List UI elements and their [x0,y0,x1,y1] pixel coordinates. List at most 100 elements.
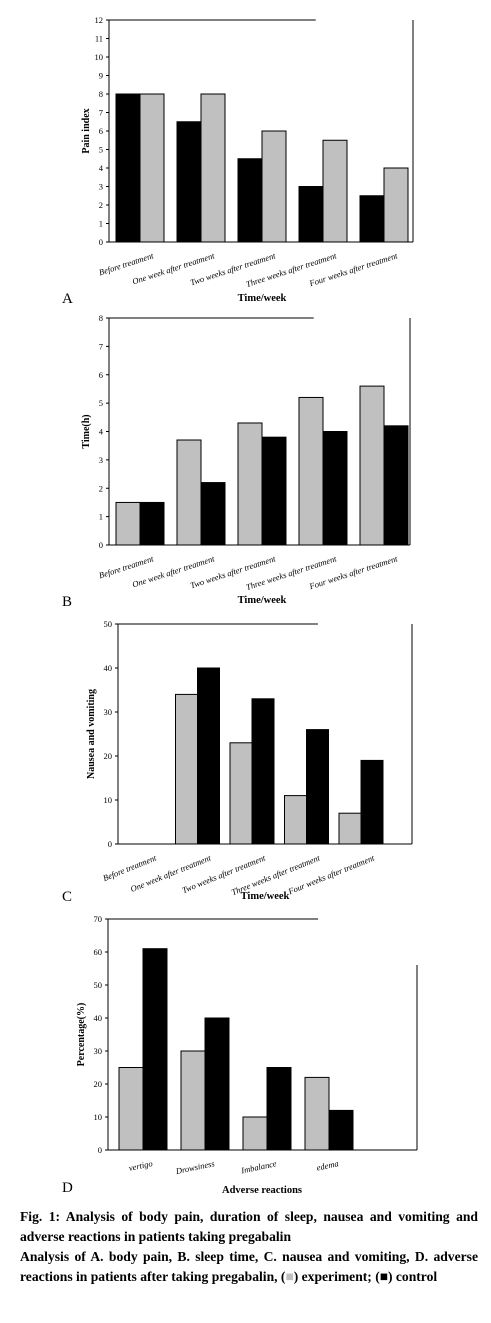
bar-one-week-after-treatment-s2 [197,667,220,845]
y-axis-title: Nausea and vomiting [86,689,97,779]
bar-vertigo-s2 [142,948,168,1151]
y-tick-label: 4 [99,427,104,437]
bar-three-weeks-after-treatment-s1 [284,795,307,845]
x-axis-title: Adverse reactions [222,1185,302,1196]
bar-imbalance-s2 [266,1067,292,1151]
bar-four-weeks-after-treatment-s2 [360,759,384,845]
y-tick-label: 30 [94,1046,103,1056]
bar-before-treatment-s2 [139,501,165,546]
bar-one-week-after-treatment-s1 [176,121,202,243]
bar-edema-s2 [328,1109,354,1151]
y-tick-label: 3 [99,455,103,465]
y-tick-label: 8 [99,313,103,323]
x-tick-label: edema [316,1158,340,1172]
bar-four-weeks-after-treatment-s2 [383,425,409,546]
y-tick-label: 0 [99,237,103,247]
y-tick-label: 2 [99,200,103,210]
x-tick-label: vertigo [128,1158,154,1173]
bar-four-weeks-after-treatment-s1 [338,812,362,845]
bar-three-weeks-after-treatment-s2 [306,729,329,845]
caption-text-prefix: Analysis of A. body pain, B. sleep time,… [20,1249,478,1284]
y-tick-label: 20 [94,1079,103,1089]
y-tick-label: 2 [99,483,103,493]
caption-text: Analysis of A. body pain, B. sleep time,… [20,1247,478,1287]
chart-d: 0 10 20 30 40 50 60 70 vertigo Drowsiness Imbalanc… [76,914,418,1196]
y-tick-label: 6 [99,126,103,136]
y-tick-label: 4 [99,163,104,173]
x-tick-label: Imbalance [239,1158,277,1175]
x-axis-title: Time/week [241,891,290,902]
y-tick-label: 40 [94,1013,103,1023]
panel-label-a: A [62,291,73,307]
y-tick-label: 40 [104,663,113,673]
bar-drowsiness-s1 [180,1050,206,1151]
y-tick-label: 10 [104,795,113,805]
experiment-square-icon: ■ [285,1269,294,1284]
caption-title: Fig. 1: Analysis of body pain, duration … [20,1209,478,1244]
y-tick-label: 10 [94,1112,103,1122]
y-tick-label: 6 [99,370,103,380]
y-tick-label: 1 [99,219,103,229]
y-tick-label: 3 [99,182,103,192]
bar-four-weeks-after-treatment-s2 [383,167,409,243]
bar-one-week-after-treatment-s1 [176,439,202,546]
y-tick-label: 50 [104,619,113,629]
bar-imbalance-s1 [242,1116,268,1151]
bar-before-treatment-s1 [115,501,141,546]
y-tick-label: 9 [99,71,103,81]
panel-label-d: D [62,1180,73,1196]
y-tick-label: 70 [94,914,103,924]
y-tick-label: 0 [99,540,103,550]
bar-edema-s1 [304,1076,330,1151]
y-tick-label: 10 [95,52,104,62]
bar-three-weeks-after-treatment-s1 [298,186,324,243]
bar-three-weeks-after-treatment-s2 [322,431,348,546]
y-axis-title: Percentage(%) [76,1003,87,1067]
bar-one-week-after-treatment-s1 [175,693,198,845]
y-tick-label: 1 [99,512,103,522]
bar-two-weeks-after-treatment-s2 [261,130,287,243]
x-axis-title: Time/week [238,595,287,606]
y-tick-label: 5 [99,398,103,408]
panel-label-c: C [62,889,73,905]
y-tick-label: 5 [99,145,103,155]
bar-one-week-after-treatment-s2 [200,93,226,243]
control-square-icon: ■ [379,1269,388,1284]
bar-vertigo-s1 [118,1067,144,1151]
bar-one-week-after-treatment-s2 [200,482,226,546]
y-tick-label: 8 [99,89,103,99]
bar-three-weeks-after-treatment-s1 [298,396,324,546]
y-tick-label: 0 [108,839,112,849]
bar-before-treatment-s2 [139,93,165,243]
y-axis-title: Pain index [81,108,92,153]
caption-text-suffix: ) control [387,1269,438,1284]
bar-two-weeks-after-treatment-s1 [237,158,263,243]
bar-four-weeks-after-treatment-s1 [359,195,385,243]
x-tick-label: Drowsiness [174,1158,216,1176]
figure-caption: Fig. 1: Analysis of body pain, duration … [20,1207,478,1287]
bar-two-weeks-after-treatment-s2 [251,698,275,845]
bar-before-treatment-s1 [115,93,141,243]
y-tick-label: 60 [94,947,103,957]
bar-four-weeks-after-treatment-s1 [359,385,385,546]
caption-text-middle: ) experiment; ( [293,1269,380,1284]
bar-two-weeks-after-treatment-s2 [261,436,287,546]
y-tick-label: 7 [99,108,103,118]
y-tick-label: 30 [104,707,113,717]
y-tick-label: 7 [99,341,103,351]
panel-label-b: B [62,594,73,610]
y-axis-title: Time(h) [81,414,92,448]
y-tick-label: 11 [95,34,103,44]
bar-three-weeks-after-treatment-s2 [322,139,348,243]
y-tick-label: 0 [98,1145,102,1155]
y-tick-label: 12 [95,15,104,25]
bar-two-weeks-after-treatment-s1 [229,742,253,845]
x-axis-title: Time/week [238,293,287,304]
bar-two-weeks-after-treatment-s1 [237,422,263,546]
y-tick-label: 20 [104,751,113,761]
y-tick-label: 50 [94,980,103,990]
bar-drowsiness-s2 [204,1017,230,1151]
